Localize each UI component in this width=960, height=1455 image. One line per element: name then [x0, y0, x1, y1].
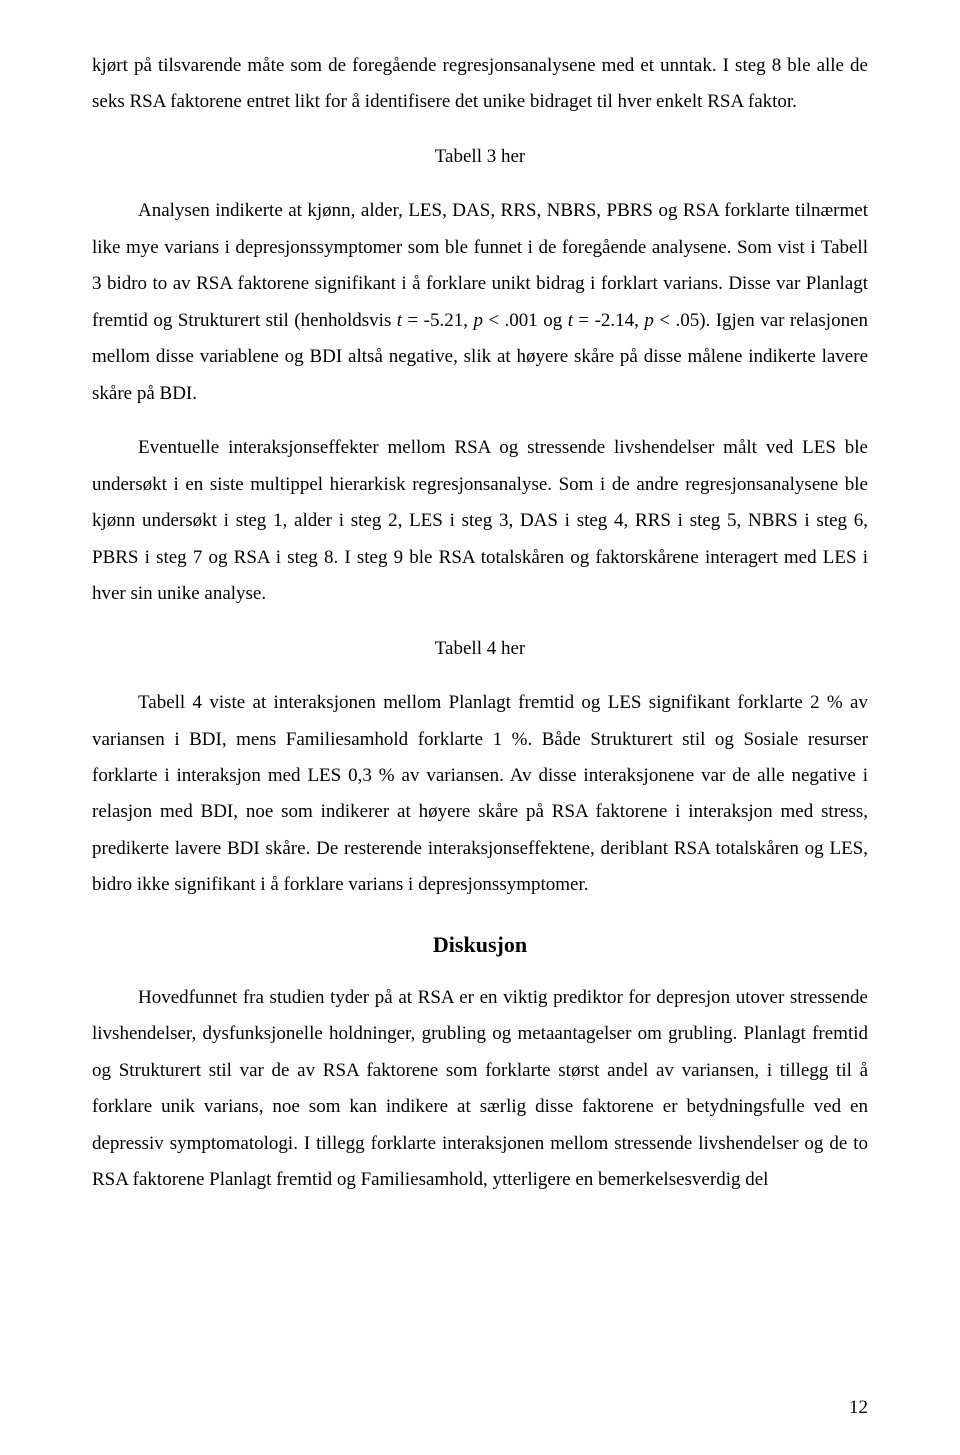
paragraph-4: Tabell 4 viste at interaksjonen mellom P… — [92, 685, 868, 904]
document-page: kjørt på tilsvarende måte som de foregåe… — [0, 0, 960, 1455]
table-4-placeholder: Tabell 4 her — [92, 631, 868, 667]
paragraph-1: kjørt på tilsvarende måte som de foregåe… — [92, 48, 868, 121]
paragraph-2: Analysen indikerte at kjønn, alder, LES,… — [92, 193, 868, 412]
paragraph-3: Eventuelle interaksjonseffekter mellom R… — [92, 430, 868, 612]
section-heading-discussion: Diskusjon — [92, 932, 868, 958]
p2-italic-p1: p — [473, 310, 483, 331]
table-3-placeholder: Tabell 3 her — [92, 139, 868, 175]
p2-italic-p2: p — [644, 310, 654, 331]
p2-text-b: = -5.21, — [402, 310, 473, 331]
p2-text-c: < .001 og — [483, 310, 568, 331]
page-number: 12 — [849, 1397, 868, 1419]
paragraph-5: Hovedfunnet fra studien tyder på at RSA … — [92, 980, 868, 1199]
p2-text-d: = -2.14, — [573, 310, 644, 331]
